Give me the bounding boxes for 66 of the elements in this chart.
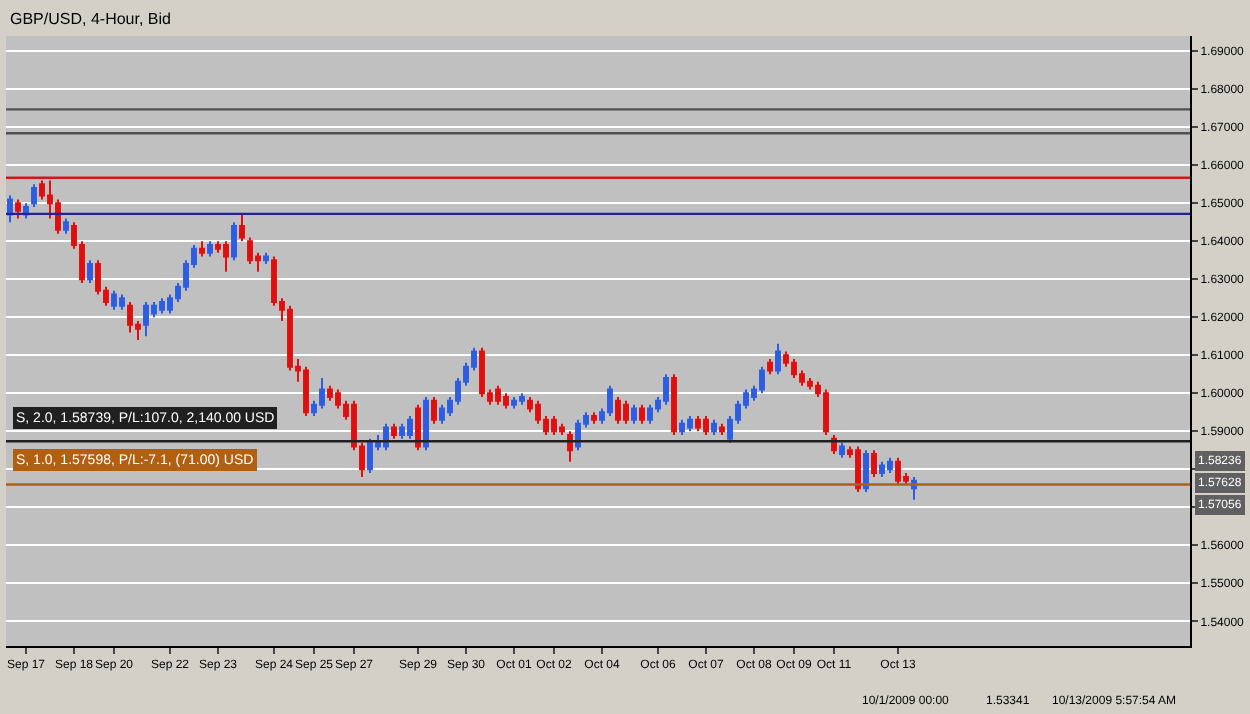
candlestick (855, 445, 861, 494)
candlestick (423, 396, 429, 452)
candlestick (415, 403, 421, 452)
candlestick (871, 449, 877, 478)
candlestick (495, 384, 501, 406)
chart-title: GBP/USD, 4-Hour, Bid (10, 10, 171, 28)
candlestick (7, 194, 13, 224)
candlestick (143, 301, 149, 338)
candlestick (367, 437, 373, 475)
candlestick (863, 449, 869, 494)
candlestick (559, 422, 565, 437)
candlestick (439, 403, 445, 425)
candlestick (263, 251, 269, 266)
candlestick (551, 415, 557, 437)
candlestick (775, 342, 781, 376)
candlestick (767, 358, 773, 376)
candlestick (703, 415, 709, 437)
candlestick (503, 392, 509, 410)
candlestick (663, 373, 669, 406)
candlestick (759, 365, 765, 395)
candlestick (719, 422, 725, 437)
candlestick (711, 418, 717, 437)
candlestick (879, 460, 885, 478)
candlestick (839, 441, 845, 459)
candlestick (119, 293, 125, 311)
candlestick (679, 418, 685, 437)
candlestick (231, 221, 237, 262)
candlestick (87, 259, 93, 285)
candlestick (303, 365, 309, 418)
candlestick (695, 415, 701, 433)
candlestick (63, 217, 69, 235)
candlestick (615, 396, 621, 425)
candlestick (647, 403, 653, 425)
candlestick (479, 346, 485, 399)
candlestick (407, 415, 413, 440)
candlestick (159, 297, 165, 315)
candlestick (631, 403, 637, 425)
candlestick (15, 198, 21, 220)
candlestick (687, 415, 693, 433)
candlestick (895, 456, 901, 486)
candlestick (511, 396, 517, 410)
candlestick (111, 289, 117, 311)
candlestick (567, 430, 573, 463)
candlestick (671, 373, 677, 437)
candlestick (223, 240, 229, 273)
candlestick (431, 396, 437, 425)
candlestick (383, 422, 389, 452)
candlestick (199, 240, 205, 258)
candlestick (319, 377, 325, 410)
candlestick (623, 399, 629, 425)
candlestick (519, 392, 525, 406)
candlestick (823, 388, 829, 437)
candlestick (399, 422, 405, 440)
candlestick (887, 456, 893, 475)
candlestick (239, 213, 245, 243)
candlestick (791, 358, 797, 380)
candlestick (207, 240, 213, 258)
candlestick (591, 411, 597, 425)
candlestick (327, 384, 333, 402)
candlestick (391, 422, 397, 440)
candlestick (607, 384, 613, 418)
candlestick (639, 403, 645, 425)
candlestick (807, 377, 813, 391)
candlestick (127, 301, 133, 334)
candlestick (31, 183, 37, 209)
candlestick (247, 236, 253, 266)
